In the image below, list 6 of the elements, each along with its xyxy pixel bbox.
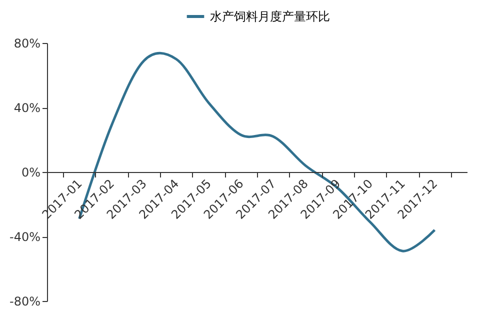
legend-label: 水产饲料月度产量环比 xyxy=(210,10,330,24)
y-tick-label: -40% xyxy=(9,230,40,244)
y-tick-label: 40% xyxy=(14,101,40,115)
y-tick-label: 80% xyxy=(14,36,40,50)
y-tick-label: 0% xyxy=(21,166,40,180)
y-tick-label: -80% xyxy=(9,294,40,308)
